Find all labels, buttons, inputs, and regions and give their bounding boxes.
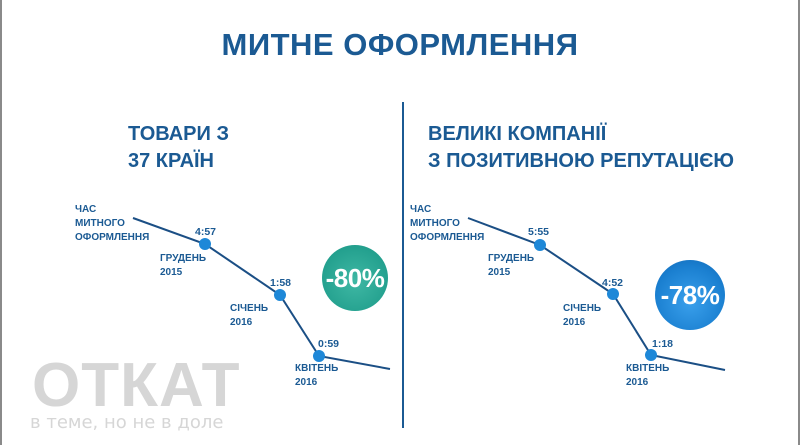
panel-left-title: ТОВАРИ З 37 КРАЇН <box>128 121 229 175</box>
axis-label-line: ЧАС <box>75 204 97 215</box>
axis-label-right: ЧАС МИТНОГО ОФОРМЛЕННЯ <box>410 203 484 245</box>
axis-label-line: ОФОРМЛЕННЯ <box>75 232 150 243</box>
point-value: 1:58 <box>270 277 292 289</box>
axis-label-line: ОФОРМЛЕННЯ <box>410 232 485 243</box>
reduction-badge-left: -80% <box>322 245 388 311</box>
frame-border-left <box>0 0 2 445</box>
panel-divider <box>402 102 404 428</box>
panel-left-title-line1: ТОВАРИ З <box>128 123 229 145</box>
point-month: ГРУДЕНЬ <box>488 253 535 264</box>
panel-right-title-line2: З ПОЗИТИВНОЮ РЕПУТАЦІЄЮ <box>428 150 735 172</box>
point-year: 2016 <box>626 377 649 388</box>
point-month: СІЧЕНЬ <box>230 303 269 314</box>
point-month: КВІТЕНЬ <box>626 363 670 374</box>
data-point-dot <box>534 239 546 251</box>
data-point-dot <box>274 289 286 301</box>
chart-left <box>132 217 391 370</box>
point-value: 5:55 <box>528 226 550 238</box>
point-value: 0:59 <box>318 338 340 350</box>
axis-label-line: МИТНОГО <box>75 218 125 229</box>
point-month: ГРУДЕНЬ <box>160 253 207 264</box>
point-date: СІЧЕНЬ 2016 <box>563 302 601 330</box>
watermark-logo: ОТКАТ <box>32 351 241 420</box>
point-year: 2016 <box>230 317 253 328</box>
data-point-dot <box>645 349 657 361</box>
frame-border-right <box>798 0 800 445</box>
page-title: МИТНЕ ОФОРМЛЕННЯ <box>221 27 579 62</box>
data-point-dot <box>607 288 619 300</box>
point-date: КВІТЕНЬ 2016 <box>295 362 338 390</box>
point-year: 2016 <box>295 377 318 388</box>
point-date: СІЧЕНЬ 2016 <box>230 302 268 330</box>
point-year: 2016 <box>563 317 586 328</box>
point-value: 1:18 <box>652 338 674 350</box>
panel-right-title: ВЕЛИКІ КОМПАНІЇ З ПОЗИТИВНОЮ РЕПУТАЦІЄЮ <box>428 121 734 175</box>
watermark-tagline: в теме, но не в доле <box>30 412 224 433</box>
point-month: КВІТЕНЬ <box>295 363 339 374</box>
point-value: 4:57 <box>195 226 217 238</box>
point-date: КВІТЕНЬ 2016 <box>626 362 669 390</box>
panel-left-title-line2: 37 КРАЇН <box>128 150 214 172</box>
point-year: 2015 <box>160 267 183 278</box>
point-month: СІЧЕНЬ <box>563 303 602 314</box>
chart-right <box>467 217 726 371</box>
data-point-dot <box>313 350 325 362</box>
point-date: ГРУДЕНЬ 2015 <box>488 252 534 280</box>
point-value: 4:52 <box>602 277 624 289</box>
axis-label-left: ЧАС МИТНОГО ОФОРМЛЕННЯ <box>75 203 149 245</box>
reduction-badge-right: -78% <box>655 260 725 330</box>
point-year: 2015 <box>488 267 511 278</box>
axis-label-line: ЧАС <box>410 204 432 215</box>
axis-label-line: МИТНОГО <box>410 218 460 229</box>
data-point-dot <box>199 238 211 250</box>
panel-right-title-line1: ВЕЛИКІ КОМПАНІЇ <box>428 123 607 145</box>
point-date: ГРУДЕНЬ 2015 <box>160 252 206 280</box>
